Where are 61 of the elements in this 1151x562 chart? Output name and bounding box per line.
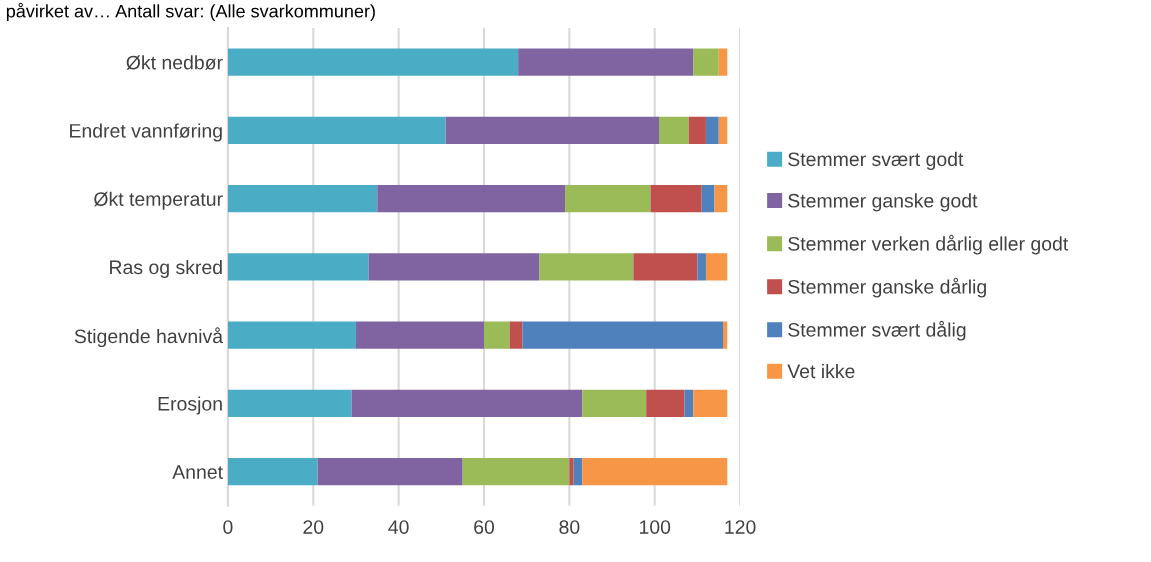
bar <box>518 48 694 76</box>
bar <box>355 321 484 349</box>
legend-label: Vet ikke <box>787 363 855 379</box>
bar <box>227 389 352 418</box>
y-tick-label: Stigende havnivå <box>74 327 224 348</box>
bar <box>697 253 706 281</box>
bar <box>227 253 369 281</box>
bar <box>351 389 583 418</box>
x-tick-label: 20 <box>303 520 324 534</box>
x-tick-label: 40 <box>388 520 409 534</box>
bar <box>701 185 715 213</box>
legend-label: Stemmer verken dårlig eller godt <box>788 234 1069 255</box>
bar <box>227 321 356 349</box>
bar <box>693 48 719 76</box>
bar <box>377 185 566 213</box>
y-tick-label: Økt temperatur <box>94 191 223 210</box>
bar <box>582 389 647 418</box>
bar <box>705 253 728 281</box>
legend-label: Stemmer ganske godt <box>788 193 978 212</box>
legend-label: Stemmer svært dålig <box>788 320 966 341</box>
x-tick-label: 80 <box>559 520 580 534</box>
bar <box>646 389 685 418</box>
x-tick-label: 60 <box>474 520 495 534</box>
x-tick-label: 0 <box>223 520 233 534</box>
bar <box>582 458 728 486</box>
bar <box>565 185 651 213</box>
bar <box>317 458 463 486</box>
bar <box>723 321 728 349</box>
bar <box>227 48 519 76</box>
bar <box>539 253 634 281</box>
bar <box>693 389 728 418</box>
bar <box>368 253 540 281</box>
bar <box>688 116 706 145</box>
bar <box>714 185 728 213</box>
y-tick-label: Annet <box>172 465 223 479</box>
bar <box>484 321 510 349</box>
legend-label: Stemmer svært godt <box>788 151 964 170</box>
bar <box>227 185 378 213</box>
y-tick-label: Ras og skred <box>110 259 222 279</box>
bar <box>705 116 719 145</box>
bar <box>569 458 574 486</box>
y-tick-label: Økt nedbør <box>126 55 223 70</box>
bar <box>650 185 702 213</box>
x-tick-label: 100 <box>639 520 671 534</box>
legend-label: Stemmer ganske dårlig <box>788 277 986 298</box>
bar <box>718 48 728 76</box>
y-tick-label: Endret vannføring <box>70 123 222 142</box>
x-tick-label: 120 <box>725 520 756 534</box>
bar <box>718 116 728 145</box>
bar <box>573 458 583 486</box>
bar <box>445 116 659 145</box>
bar <box>227 116 446 145</box>
bar <box>659 116 689 145</box>
bar <box>633 253 698 281</box>
bar <box>522 321 724 349</box>
bar <box>462 458 570 486</box>
y-tick-label: Erosjon <box>158 396 222 415</box>
bar <box>509 321 523 349</box>
chart-title: påvirket av… Antall svar: (Alle svarkommuner) <box>6 2 375 22</box>
bar <box>684 389 694 418</box>
bar <box>227 458 318 486</box>
